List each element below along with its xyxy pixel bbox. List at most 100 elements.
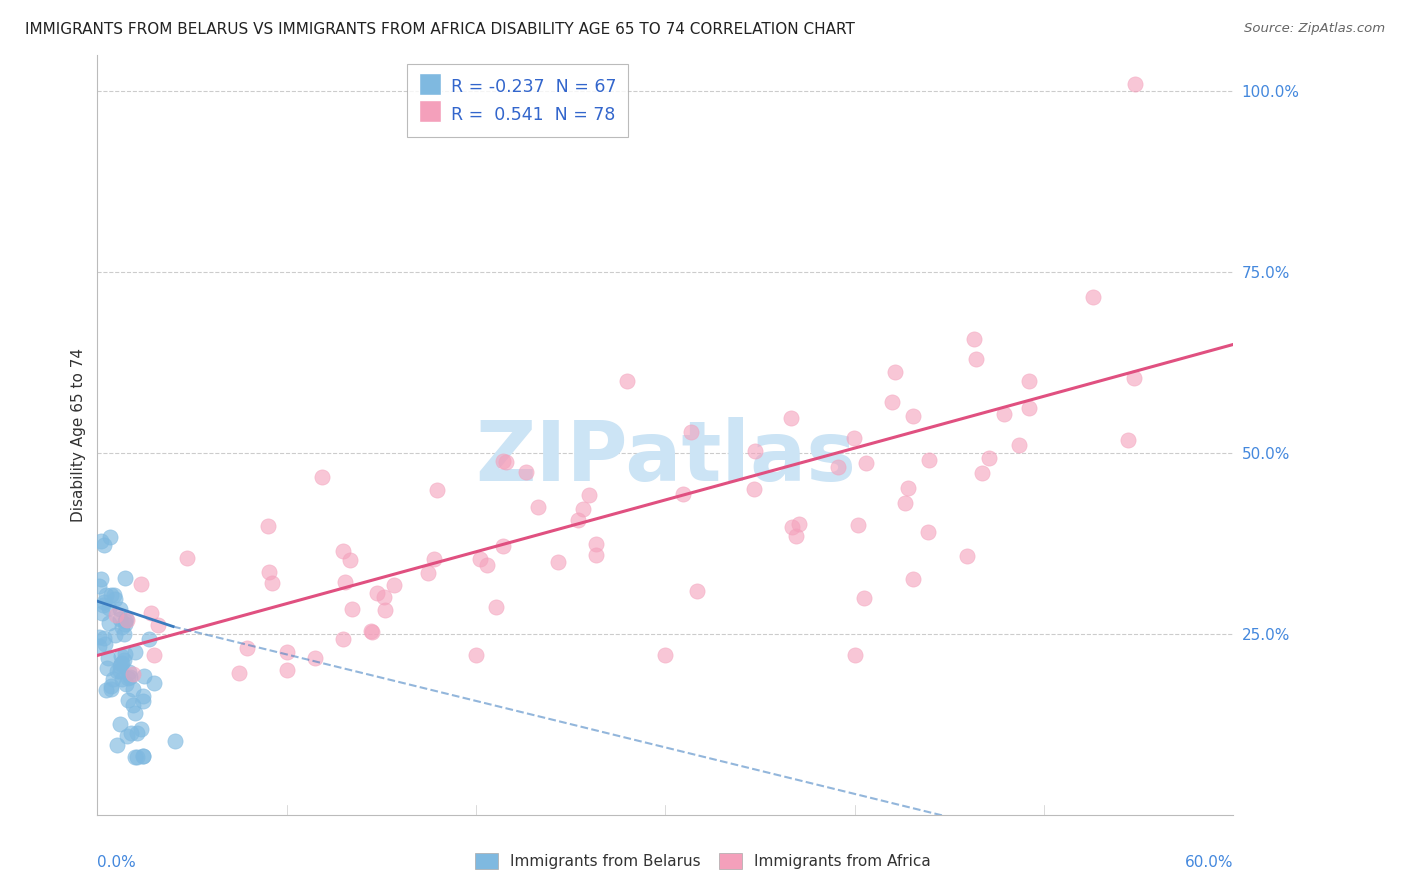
Point [672, 487, 695, 501]
Point [131, 722, 153, 736]
Point [332, 632, 354, 647]
Point [176, 550, 198, 565]
Point [1122, 371, 1144, 385]
Point [585, 549, 607, 563]
Point [846, 518, 869, 533]
Point [124, 749, 146, 764]
Point [257, 518, 280, 533]
Point [276, 645, 298, 659]
Point [373, 590, 395, 604]
Point [131, 748, 153, 763]
Point [465, 648, 488, 663]
Point [89, 630, 111, 644]
Point [742, 482, 765, 496]
Point [572, 502, 595, 516]
Point [108, 664, 131, 678]
Point [917, 525, 939, 540]
Point [360, 624, 382, 639]
Point [842, 431, 865, 445]
Point [132, 693, 155, 707]
Point [426, 483, 449, 498]
Legend: Immigrants from Belarus, Immigrants from Africa: Immigrants from Belarus, Immigrants from… [468, 847, 938, 875]
Point [492, 454, 515, 468]
Point [91, 598, 114, 612]
Point [94, 589, 117, 603]
Point [311, 470, 333, 484]
Point [1018, 374, 1040, 388]
Point [89, 639, 111, 653]
Point [89, 579, 111, 593]
Point [993, 407, 1015, 421]
Point [146, 618, 169, 632]
Point [105, 664, 128, 678]
Point [93, 538, 115, 552]
Point [112, 653, 135, 667]
Point [654, 648, 676, 663]
Point [780, 520, 803, 534]
Point [422, 551, 444, 566]
Point [132, 749, 155, 764]
Point [117, 693, 139, 707]
Point [585, 537, 607, 551]
Point [963, 332, 986, 346]
Point [96, 682, 118, 697]
Point [114, 648, 136, 662]
Point [105, 739, 128, 753]
Point [332, 543, 354, 558]
Point [93, 595, 115, 609]
Point [100, 588, 122, 602]
Point [1018, 401, 1040, 415]
Point [1083, 290, 1105, 304]
Point [418, 566, 440, 581]
Point [90, 572, 112, 586]
Point [96, 661, 118, 675]
Point [97, 651, 120, 665]
Point [257, 565, 280, 579]
Point [111, 672, 134, 686]
Point [103, 588, 125, 602]
Point [1116, 433, 1139, 447]
Point [129, 577, 152, 591]
Point [124, 706, 146, 721]
Point [108, 717, 131, 731]
Point [118, 669, 141, 683]
Point [132, 690, 155, 704]
Point [884, 365, 907, 379]
Point [97, 615, 120, 630]
Point [787, 517, 810, 532]
Point [104, 628, 127, 642]
Point [122, 681, 145, 696]
Point [903, 409, 925, 424]
Point [785, 529, 807, 543]
Point [844, 648, 866, 663]
Point [97, 601, 120, 615]
Point [965, 352, 987, 367]
Point [122, 698, 145, 713]
Point [127, 725, 149, 739]
Point [111, 620, 134, 634]
Point [117, 671, 139, 685]
Point [114, 571, 136, 585]
Point [105, 607, 128, 622]
Point [260, 576, 283, 591]
Point [578, 488, 600, 502]
Point [115, 729, 138, 743]
Point [616, 374, 638, 388]
Point [114, 676, 136, 690]
Point [104, 591, 127, 606]
Point [903, 572, 925, 586]
Point [477, 558, 499, 573]
Point [121, 725, 143, 739]
Point [111, 656, 134, 670]
Point [468, 552, 491, 566]
Point [93, 632, 115, 646]
Point [304, 650, 326, 665]
Point [956, 549, 979, 563]
Point [366, 586, 388, 600]
Point [977, 450, 1000, 465]
Point [100, 682, 122, 697]
Point [340, 601, 363, 615]
Point [91, 607, 114, 621]
Point [110, 659, 132, 673]
Point [779, 411, 801, 425]
